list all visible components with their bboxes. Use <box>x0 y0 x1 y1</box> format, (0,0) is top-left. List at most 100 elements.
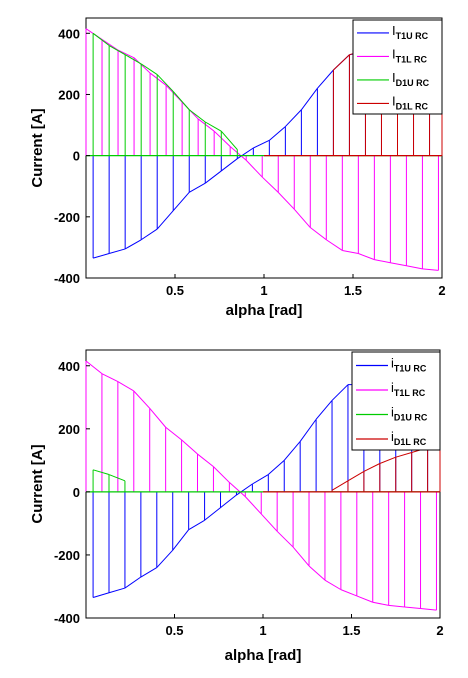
chart1-xtick-label-1: 1 <box>259 623 266 638</box>
chart1-series1-seg-15 <box>324 579 342 591</box>
chart1-series0-seg-0 <box>92 592 110 598</box>
chart0-series1-seg-17 <box>358 253 375 261</box>
chart1-series1-seg-6 <box>181 439 198 455</box>
chart1-series2-seg-1 <box>108 474 126 482</box>
chart1-series0-seg-6 <box>188 519 205 531</box>
chart1-series0-seg-3 <box>140 567 158 578</box>
chart1-series0-seg-12 <box>283 441 301 461</box>
chart0-series1-seg-5 <box>165 84 183 103</box>
chart1-ytick-label-3: 200 <box>58 422 80 437</box>
chart0-xtick-label-3: 2 <box>438 283 445 298</box>
chart1-series0-seg-7 <box>204 507 221 521</box>
chart0-series2-seg-6 <box>188 109 206 123</box>
chart0-series1-seg-11 <box>261 176 279 193</box>
chart0-ytick-label-4: 400 <box>58 26 80 41</box>
chart0-series1-seg-10 <box>245 159 263 178</box>
chart0-x-axis-label: alpha [rad] <box>226 302 303 319</box>
chart1-series3-seg-1 <box>347 470 365 482</box>
chart1-series1-seg-4 <box>149 408 167 428</box>
chart0-series1-seg-1 <box>101 38 119 51</box>
chart1-series0-seg-4 <box>156 549 174 568</box>
chart1-series1-seg-12 <box>276 530 294 548</box>
chart1-series1-seg-19 <box>388 604 405 608</box>
chart0-series1-seg-13 <box>293 208 311 228</box>
chart0-series0-seg-14 <box>317 69 334 89</box>
chart1-xtick-label-2: 1.5 <box>342 623 360 638</box>
chart1-legend-box <box>351 351 441 451</box>
chart1-series1-seg-9 <box>229 482 246 497</box>
chart1-series0-seg-1 <box>108 587 126 594</box>
chart1-x-axis-label: alpha [rad] <box>225 647 302 664</box>
chart0-series2-seg-4 <box>156 74 174 92</box>
chart0-series3-seg-0 <box>333 54 350 71</box>
chart0-series1-seg-4 <box>149 72 167 86</box>
chart1-xtick-label-0: 0.5 <box>165 623 183 638</box>
chart0-ytick-label-3: 200 <box>58 87 80 102</box>
chart0-series-I_D1U-RC <box>92 32 238 156</box>
chart1-series0-seg-5 <box>172 529 190 551</box>
chart1-series1-seg-20 <box>404 606 421 610</box>
chart0-series1-seg-7 <box>197 118 215 132</box>
chart0-series1-seg-15 <box>326 239 343 251</box>
chart0-series2-seg-8 <box>220 130 238 150</box>
chart0-series0-seg-1 <box>109 248 126 255</box>
chart1-series2-seg-0 <box>92 469 110 476</box>
chart0-series1-seg-8 <box>213 130 231 147</box>
chart1-series0-seg-11 <box>267 459 285 475</box>
chart1-ytick-label-0: -400 <box>54 611 80 626</box>
chart1-series0-seg-10 <box>252 474 269 485</box>
chart0-series0-seg-8 <box>220 158 238 172</box>
chart1-series-i_D1U-RC <box>92 469 126 492</box>
chart1-series1-seg-2 <box>117 381 135 392</box>
chart1-series3-seg-4 <box>395 451 412 458</box>
chart0-series0-seg-10 <box>253 139 270 149</box>
chart1-series1-seg-16 <box>340 589 357 597</box>
chart0-xtick-label-0: 0.5 <box>166 283 184 298</box>
chart1-xtick-label-3: 2 <box>436 623 443 638</box>
chart1-series1-seg-7 <box>197 453 214 468</box>
chart1-series0-seg-13 <box>299 419 317 442</box>
chart1-ytick-label-2: 0 <box>73 485 80 500</box>
chart0-series2-seg-5 <box>172 91 190 111</box>
chart0-ytick-label-1: -200 <box>54 210 80 225</box>
chart1-series3-seg-0 <box>331 480 349 491</box>
chart1-series1-seg-3 <box>133 390 151 409</box>
chart1-series1-seg-21 <box>420 608 437 611</box>
chart0-series0-seg-7 <box>204 170 222 184</box>
chart0-series0-seg-6 <box>188 182 206 193</box>
chart0-series0-seg-4 <box>156 210 174 230</box>
chart0-xtick-label-1: 1 <box>260 283 267 298</box>
chart0-series0-seg-12 <box>284 109 302 127</box>
chart0-series0-seg-9 <box>237 147 254 160</box>
chart0-series1-seg-2 <box>117 49 135 59</box>
chart0-series1-seg-3 <box>133 57 151 74</box>
chart0-series0-seg-3 <box>140 228 158 241</box>
chart1-series0-seg-2 <box>124 576 142 589</box>
chart0-series2-seg-3 <box>140 63 158 76</box>
chart1-series1-seg-18 <box>372 601 389 606</box>
chart1-ytick-label-4: 400 <box>58 359 80 374</box>
chart0-ytick-label-0: -400 <box>54 271 80 286</box>
chart0-y-axis-label: Current [A] <box>29 108 46 187</box>
chart0-series1-seg-14 <box>309 227 327 241</box>
chart0-series1-seg-16 <box>342 249 359 255</box>
chart1-series-i_T1L-RC <box>85 360 437 611</box>
chart0-series1-seg-9 <box>229 146 247 161</box>
chart1-ytick-label-1: -200 <box>54 548 80 563</box>
chart1-series1-seg-8 <box>213 466 230 483</box>
chart1-series3-seg-3 <box>379 456 396 464</box>
chart1-series1-seg-1 <box>101 373 119 382</box>
chart1-series1-seg-5 <box>165 426 182 441</box>
chart1-series1-seg-11 <box>260 513 278 532</box>
chart0-series0-seg-2 <box>124 239 142 250</box>
chart0-series1-seg-19 <box>390 262 407 267</box>
chart1-series1-seg-0 <box>85 360 103 375</box>
chart0-series2-seg-0 <box>92 32 110 46</box>
chart0-ytick-label-2: 0 <box>73 149 80 164</box>
chart0-series-I_T1L-RC <box>85 28 439 271</box>
chart1-y-axis-label: Current [A] <box>29 444 46 523</box>
chart0-series2-seg-2 <box>124 54 142 65</box>
chart1-series0-seg-9 <box>236 483 253 496</box>
